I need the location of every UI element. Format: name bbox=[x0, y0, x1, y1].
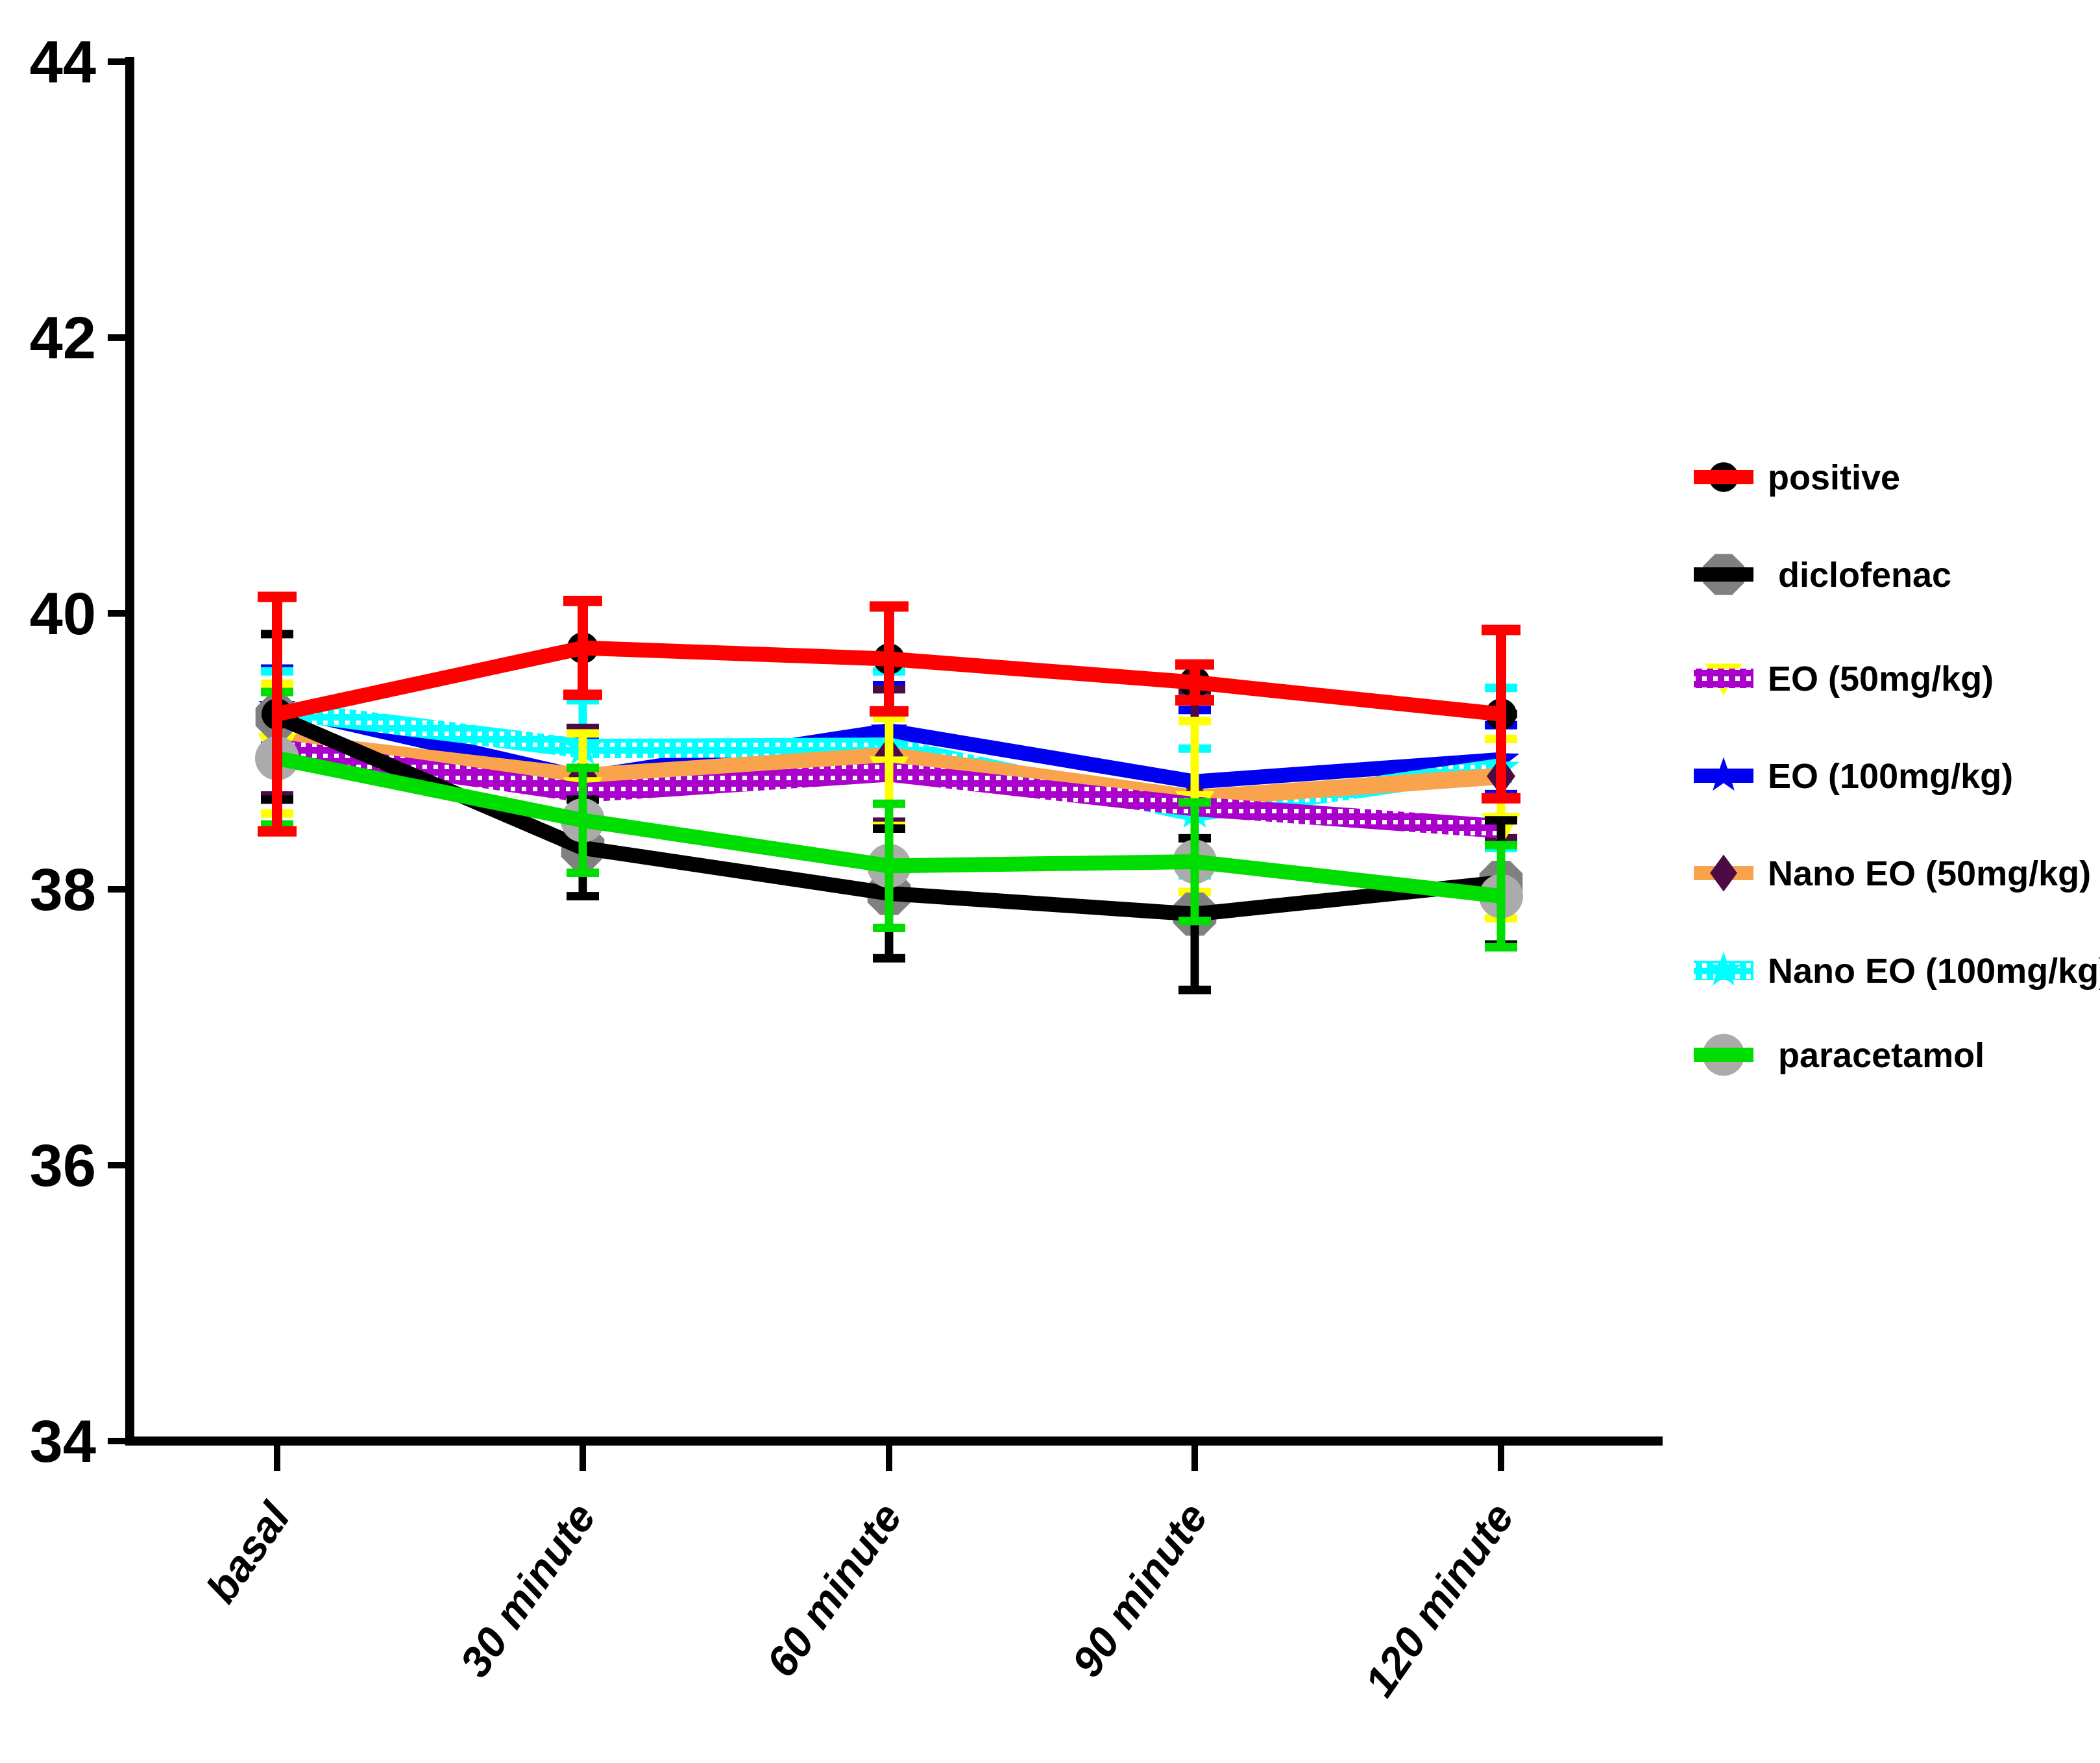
error-bar bbox=[873, 799, 905, 932]
error-bar bbox=[567, 763, 599, 877]
error-bar bbox=[258, 591, 297, 837]
legend-label: Nano EO (100mg/kg) bbox=[1768, 952, 2100, 991]
legend: positive diclofenac EO (50mg/kg) EO (100mg/… bbox=[1694, 458, 2100, 1076]
x-tick-label: 120 minute bbox=[1355, 1494, 1522, 1705]
x-tick-label: 30 minute bbox=[450, 1494, 604, 1686]
data-point-marker bbox=[1705, 952, 1742, 986]
series-paracetamol bbox=[255, 687, 1523, 952]
error-bar bbox=[1175, 659, 1214, 706]
error-bar bbox=[870, 601, 909, 717]
x-tick-label: basal bbox=[197, 1493, 299, 1611]
axes: 34 36 38 40 42 44 basal 30 minute 60 minute 90 mi… bbox=[30, 29, 1663, 1705]
y-tick-label: 34 bbox=[30, 1409, 96, 1475]
legend-item-paracetamol: paracetamol bbox=[1694, 1033, 1984, 1076]
legend-item-eo-100mg-kg: EO (100mg/kg) bbox=[1694, 757, 2013, 796]
y-tick-label: 44 bbox=[30, 29, 96, 95]
legend-item-eo-50mg-kg: EO (50mg/kg) bbox=[1694, 660, 1994, 698]
data-point-marker bbox=[1705, 757, 1742, 791]
legend-item-nano-eo-100mg-kg: Nano EO (100mg/kg) bbox=[1694, 952, 2100, 991]
legend-label: diclofenac bbox=[1778, 556, 1951, 595]
error-bar bbox=[1482, 624, 1520, 804]
x-tick-label: 90 minute bbox=[1062, 1494, 1216, 1686]
y-tick-label: 38 bbox=[30, 857, 96, 923]
x-tick-label: 60 minute bbox=[757, 1494, 910, 1686]
legend-label: positive bbox=[1768, 458, 1900, 497]
legend-item-nano-eo-50mg-kg: Nano EO (50mg/kg) bbox=[1694, 854, 2091, 893]
legend-label: paracetamol bbox=[1778, 1036, 1984, 1075]
y-tick-label: 36 bbox=[30, 1133, 96, 1199]
legend-label: Nano EO (50mg/kg) bbox=[1768, 854, 2091, 893]
legend-label: EO (100mg/kg) bbox=[1768, 757, 2013, 796]
error-bar bbox=[1178, 798, 1211, 926]
series-positive bbox=[258, 591, 1520, 837]
legend-item-diclofenac: diclofenac bbox=[1694, 554, 1951, 595]
y-tick-label: 40 bbox=[30, 581, 96, 647]
y-tick-label: 42 bbox=[30, 305, 96, 371]
legend-item-positive: positive bbox=[1694, 458, 1900, 497]
data-point-marker bbox=[1710, 854, 1737, 892]
error-bar bbox=[563, 595, 602, 700]
legend-label: EO (50mg/kg) bbox=[1768, 660, 1994, 698]
error-bar bbox=[1485, 841, 1517, 952]
